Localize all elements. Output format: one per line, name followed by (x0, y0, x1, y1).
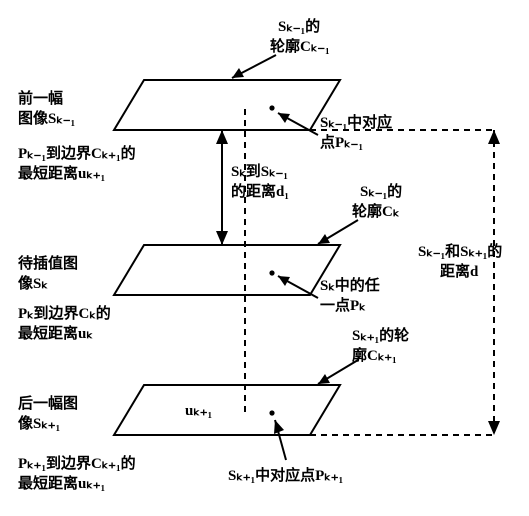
slab-prev (114, 80, 340, 130)
label-next-image: 后一幅图 像Sₖ₊₁ (18, 394, 82, 432)
leader-corr-next (274, 420, 286, 460)
label-any-pk: Sₖ中的任 一点Pₖ (320, 276, 383, 314)
label-interp: 待插值图 像Sₖ (18, 254, 82, 292)
leader-corr-prev (278, 113, 318, 135)
label-u: uₖ₊₁ (185, 403, 212, 419)
distance-d-arrow (488, 130, 500, 435)
leader-mid-contour (318, 220, 358, 244)
label-next-dist: Pₖ₊₁到边界Cₖ₊₁的 最短距离uₖ₊₁ (18, 454, 139, 492)
label-distance-d1: Sₖ到Sₖ₋₁ 的距离d₁ (231, 163, 292, 200)
interpolation-diagram: Sₖ₋₁的 轮廓Cₖ₋₁ 前一幅 图像Sₖ₋₁ Pₖ₋₁到边界Cₖ₊₁的 最短距… (0, 0, 529, 516)
point-p-next (269, 410, 274, 415)
label-corr-prev: Sₖ₋₁中对应 点Pₖ₋₁ (320, 113, 396, 151)
label-pk-dist: Pₖ到边界Cₖ的 最短距离uₖ (18, 304, 115, 342)
point-p-mid (269, 270, 274, 275)
point-p-prev (269, 105, 274, 110)
label-corr-next: Sₖ₊₁中对应点Pₖ₊₁ (228, 466, 343, 484)
slab-mid (114, 245, 340, 295)
label-distance-d: Sₖ₋₁和Sₖ₊₁的 距离d (418, 242, 506, 280)
distance-d1-arrow (216, 130, 228, 245)
label-mid-contour: Sₖ₋₁的 轮廓Cₖ (352, 182, 406, 220)
label-bot-contour: Sₖ₊₁的轮 廓Cₖ₊₁ (352, 326, 413, 364)
label-prev-image: 前一幅 图像Sₖ₋₁ (18, 89, 75, 127)
label-top-contour: Sₖ₋₁的 轮廓Cₖ₋₁ (270, 17, 330, 55)
leader-top-contour (232, 55, 276, 78)
slab-next (114, 385, 340, 435)
label-prev-dist: Pₖ₋₁到边界Cₖ₊₁的 最短距离uₖ₊₁ (18, 144, 139, 182)
